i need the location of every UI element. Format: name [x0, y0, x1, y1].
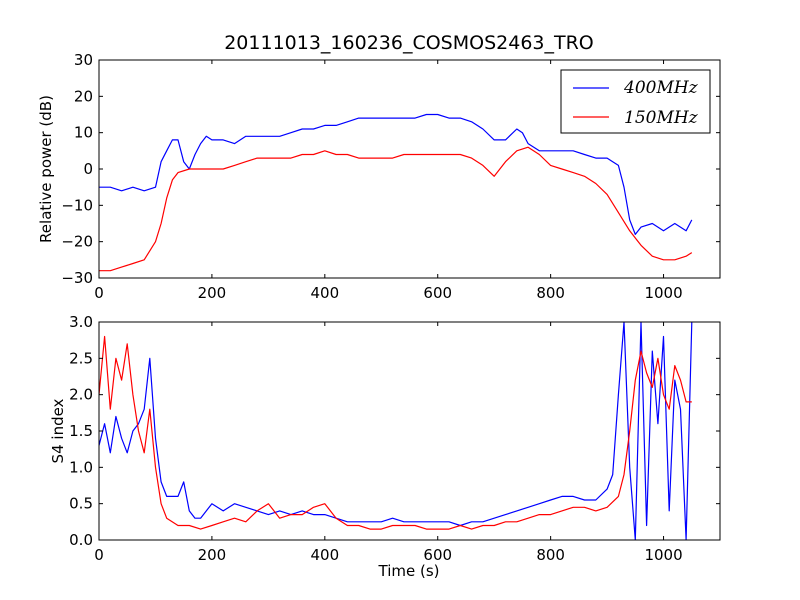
bottom-y-tick-label: 0.5 — [69, 495, 93, 513]
bottom-x-tick-label: 0 — [94, 546, 104, 564]
top-x-tick-label: 800 — [536, 284, 565, 302]
chart-title: 20111013_160236_COSMOS2463_TRO — [224, 32, 594, 54]
x-axis-label: Time (s) — [378, 562, 440, 580]
bottom-series-line-400mhz — [99, 322, 693, 540]
top-x-tick-label: 1000 — [644, 284, 682, 302]
bottom-y-tick-label: 1.5 — [69, 422, 93, 440]
bottom-y-tick-label: 2.0 — [69, 386, 93, 404]
legend-label-150mhz: 150MHz — [624, 108, 699, 128]
bottom-y-tick-label: 3.0 — [69, 313, 93, 331]
top-plot-ticks: 0 200 400 600 800 1000 −30 −20 −10 0 10 20 30 — [61, 51, 720, 302]
top-y-tick-label: −30 — [61, 269, 93, 287]
top-y-axis-label: Relative power (dB) — [37, 95, 55, 243]
top-y-tick-label: 30 — [74, 51, 93, 69]
bottom-x-tick-label: 1000 — [644, 546, 682, 564]
top-plot-series — [99, 113, 693, 272]
top-y-tick-label: 0 — [83, 160, 93, 178]
top-x-tick-label: 200 — [198, 284, 227, 302]
top-y-tick-label: 10 — [74, 124, 93, 142]
bottom-y-tick-label: 1.0 — [69, 458, 93, 476]
legend: 400MHz 150MHz — [560, 69, 711, 134]
bottom-y-tick-label: 2.5 — [69, 349, 93, 367]
legend-box — [560, 69, 711, 134]
top-series-line-400mhz — [99, 113, 693, 235]
bottom-x-tick-label: 600 — [423, 546, 452, 564]
top-x-tick-label: 0 — [94, 284, 104, 302]
bottom-plot-series — [99, 322, 693, 540]
bottom-x-tick-label: 800 — [536, 546, 565, 564]
bottom-y-tick-label: 0.0 — [69, 531, 93, 549]
top-x-tick-label: 600 — [423, 284, 452, 302]
bottom-plot-ticks: 0 200 400 600 800 1000 0.0 0.5 1.0 1.5 2.0 2.5 3.0 — [69, 313, 720, 564]
top-plot-frame — [98, 59, 721, 279]
top-series-line-150mhz — [99, 146, 693, 272]
top-x-tick-label: 400 — [310, 284, 339, 302]
top-y-tick-label: 20 — [74, 87, 93, 105]
top-y-tick-label: −20 — [61, 233, 93, 251]
bottom-x-tick-label: 200 — [198, 546, 227, 564]
top-plot: 0 200 400 600 800 1000 −30 −20 −10 0 10 20 30 Relati… — [37, 51, 721, 302]
top-y-tick-label: −10 — [61, 196, 93, 214]
bottom-y-axis-label: S4 index — [49, 398, 67, 463]
bottom-series-line-150mhz — [99, 335, 692, 530]
legend-label-400mhz: 400MHz — [623, 78, 699, 98]
bottom-plot-frame — [98, 321, 721, 541]
bottom-plot: 0 200 400 600 800 1000 0.0 0.5 1.0 1.5 2.0 2.5 3.0 S… — [49, 313, 721, 580]
bottom-x-tick-label: 400 — [310, 546, 339, 564]
